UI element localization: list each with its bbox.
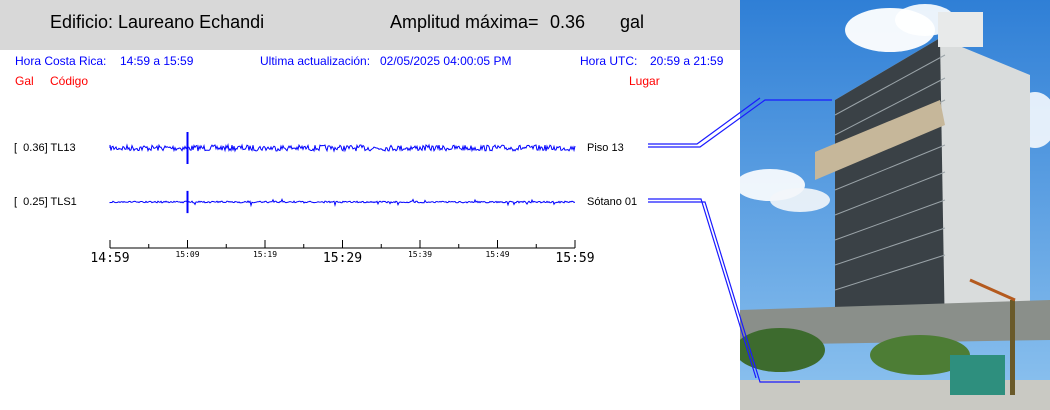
cr-time-range: 14:59 a 15:59 <box>120 54 194 68</box>
tick-label-1549: 15:49 <box>485 250 509 259</box>
amplitude-label: Amplitud máxima= <box>390 12 539 32</box>
channel-label-tls1: [ 0.25] TLS1 <box>14 196 77 208</box>
utc-time-label: Hora UTC: <box>580 54 638 68</box>
tick-label-1539: 15:39 <box>408 250 432 259</box>
header-bar: Edificio: Laureano Echandi Amplitud máxi… <box>0 0 740 50</box>
tick-label-1459: 14:59 <box>90 251 129 266</box>
tick-label-1559: 15:59 <box>555 251 594 266</box>
amplitude-unit: gal <box>620 12 645 32</box>
amplitude-value: 0.36 <box>550 12 586 32</box>
col-code: Código <box>50 74 89 88</box>
update-label: Ultima actualización: <box>260 54 371 68</box>
place-label-tls1: Sótano 01 <box>587 196 638 208</box>
utc-time-range: 20:59 a 21:59 <box>650 54 724 68</box>
tick-label-1509: 15:09 <box>175 250 199 259</box>
cr-time-label: Hora Costa Rica: <box>15 54 107 68</box>
trace-tls1 <box>109 198 576 208</box>
building-label: Edificio: Laureano Echandi <box>50 12 265 32</box>
col-gal: Gal <box>15 74 34 88</box>
place-label-tl13: Piso 13 <box>587 142 624 154</box>
seismograph-chart: 14:59 15:29 15:59 15:09 15:19 15:39 15:49 <box>90 132 595 266</box>
channel-label-tl13: [ 0.36] TL13 <box>14 142 76 154</box>
update-value: 02/05/2025 04:00:05 PM <box>380 54 512 68</box>
building-photo <box>740 0 1050 410</box>
trace-tl13 <box>109 143 576 153</box>
tick-label-1519: 15:19 <box>253 250 277 259</box>
col-place: Lugar <box>629 74 660 88</box>
tick-label-1529: 15:29 <box>323 251 362 266</box>
